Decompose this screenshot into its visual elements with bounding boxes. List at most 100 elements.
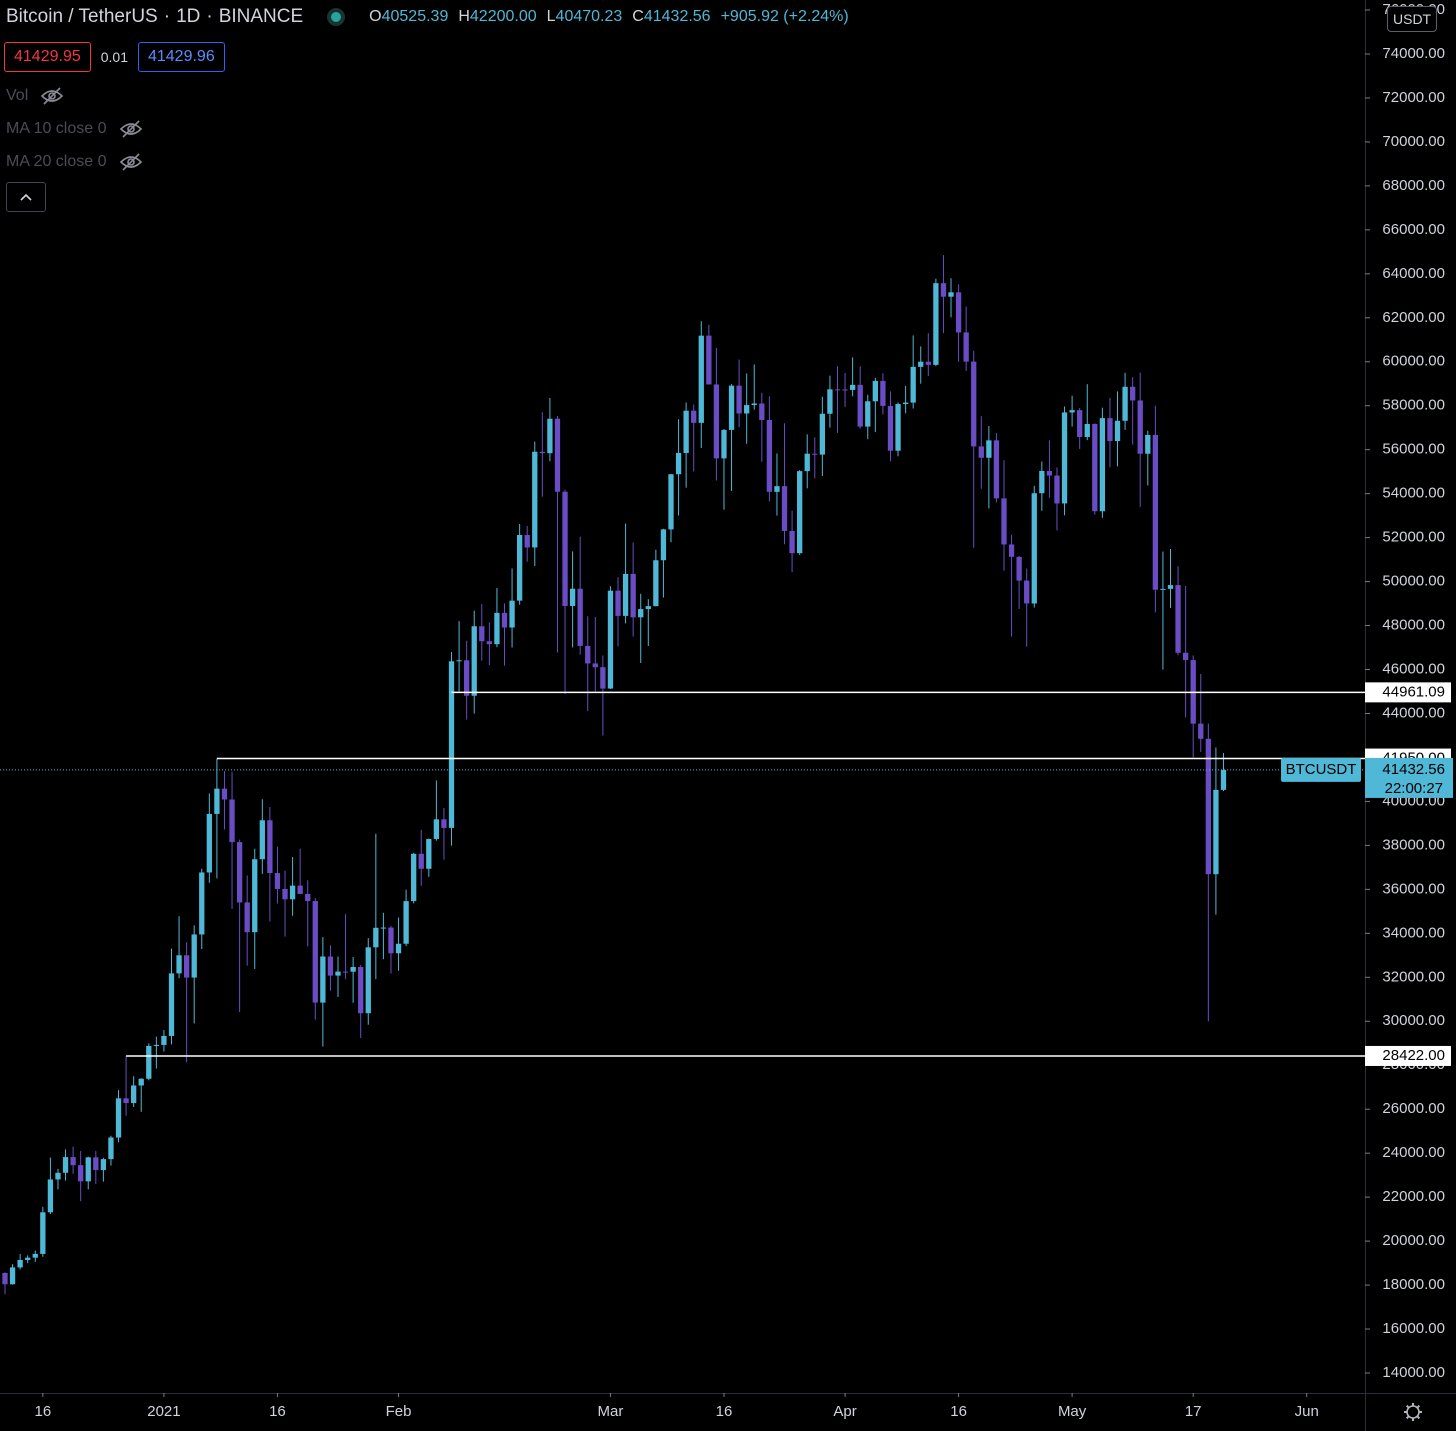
candle-body xyxy=(842,389,848,391)
candle-body xyxy=(25,1257,31,1260)
candle-body xyxy=(812,453,818,455)
candle-body xyxy=(282,888,288,900)
candle-body xyxy=(592,663,598,668)
candle-body xyxy=(622,573,629,616)
candle-body xyxy=(751,403,757,406)
candle-body xyxy=(1213,789,1219,875)
candle-body xyxy=(373,927,379,948)
candle-body xyxy=(1167,585,1174,589)
candle-body xyxy=(267,820,273,874)
candle-body xyxy=(123,1098,129,1104)
candle-body xyxy=(342,971,349,973)
candle-body xyxy=(993,440,1000,499)
settings-button[interactable] xyxy=(1404,1403,1422,1421)
candle-body xyxy=(206,813,212,873)
candle-body xyxy=(418,853,424,869)
hidden-icon[interactable] xyxy=(40,86,64,106)
y-tick-label: 18000.00 xyxy=(1382,1276,1445,1293)
ohlc-low: L40470.23 xyxy=(547,8,623,26)
indicator-label: MA 20 close 0 xyxy=(6,153,107,170)
candle-body xyxy=(244,902,250,933)
x-tick-label: 16 xyxy=(716,1403,733,1420)
candle-body xyxy=(1198,723,1204,739)
candle-body xyxy=(214,788,220,814)
candle-body xyxy=(1084,423,1090,437)
candle-body xyxy=(865,401,871,427)
candle-body xyxy=(176,955,182,974)
exchange: BINANCE xyxy=(218,6,304,27)
candle-body xyxy=(153,1044,160,1046)
candle-body xyxy=(411,853,417,902)
candle-body xyxy=(456,660,462,662)
candle-body xyxy=(1069,410,1075,413)
candle-body xyxy=(312,901,318,1003)
ohlc-value: 41432.56 xyxy=(643,8,711,25)
candle-body xyxy=(183,955,190,978)
candle-body xyxy=(887,405,894,451)
currency-button[interactable]: USDT xyxy=(1387,6,1438,32)
candle-body xyxy=(441,819,447,828)
candle-body xyxy=(380,927,387,929)
buy-button[interactable]: 41429.96 xyxy=(137,42,225,72)
x-tick-label: Jun xyxy=(1295,1403,1319,1420)
candle-body xyxy=(728,385,735,430)
candle-body xyxy=(236,842,243,903)
candle-body xyxy=(630,573,636,618)
candle-body xyxy=(1175,585,1181,653)
candle-body xyxy=(834,389,841,391)
candle-body xyxy=(675,452,682,475)
candle-body xyxy=(229,799,235,843)
candle-body xyxy=(1039,470,1045,494)
candle-body xyxy=(1099,418,1106,512)
interval[interactable]: 1D xyxy=(176,6,201,27)
candle-body xyxy=(819,413,826,455)
indicator-ma10[interactable]: MA 10 close 0 xyxy=(6,119,143,139)
separator: · xyxy=(163,6,171,27)
candle-body xyxy=(600,667,606,689)
candle-body xyxy=(1061,412,1068,504)
symbol[interactable]: Bitcoin / TetherUS xyxy=(6,6,158,27)
candle-body xyxy=(1182,652,1189,661)
hidden-icon[interactable] xyxy=(119,119,143,139)
candle-body xyxy=(789,530,795,554)
candle-body xyxy=(1024,580,1030,604)
candle-body xyxy=(501,612,508,628)
x-tick-label: May xyxy=(1058,1403,1087,1420)
gear-tooth xyxy=(1405,1404,1410,1409)
candle-body xyxy=(607,590,614,689)
candle-body xyxy=(358,967,364,1014)
x-tick-label: 2021 xyxy=(147,1403,180,1420)
candle-body xyxy=(1137,400,1143,454)
y-tick-label: 58000.00 xyxy=(1382,397,1445,414)
candle-body xyxy=(577,588,583,646)
candle-body xyxy=(464,660,470,696)
y-tick-label: 74000.00 xyxy=(1382,45,1445,62)
candle-body xyxy=(115,1098,122,1138)
candle-body xyxy=(1016,556,1022,581)
candle-body xyxy=(199,872,205,935)
indicator-ma20[interactable]: MA 20 close 0 xyxy=(6,152,143,172)
candle-body xyxy=(93,1157,99,1171)
candle-body xyxy=(774,486,780,492)
ohlc-high: H42200.00 xyxy=(458,8,536,26)
candle-body xyxy=(902,402,909,405)
level-label-box xyxy=(1365,682,1451,703)
candle-body xyxy=(509,600,515,628)
symbol-header: Bitcoin / TetherUS · 1D · BINANCE O40525… xyxy=(6,6,849,28)
collapse-button[interactable] xyxy=(6,182,46,212)
countdown: 22:00:27 xyxy=(1385,780,1443,797)
hidden-icon[interactable] xyxy=(119,152,143,172)
candle-body xyxy=(9,1267,16,1285)
y-tick-label: 56000.00 xyxy=(1382,441,1445,458)
x-tick-label: 16 xyxy=(950,1403,967,1420)
candle-body xyxy=(562,491,568,606)
indicator-label: Vol xyxy=(6,87,29,104)
indicator-vol[interactable]: Vol xyxy=(6,86,64,106)
x-tick-label: 17 xyxy=(1185,1403,1202,1420)
candle-body xyxy=(426,839,432,869)
sell-button[interactable]: 41429.95 xyxy=(4,42,91,72)
candle-body xyxy=(252,859,258,933)
x-tick-label: Mar xyxy=(598,1403,624,1420)
candle-body xyxy=(615,590,621,616)
